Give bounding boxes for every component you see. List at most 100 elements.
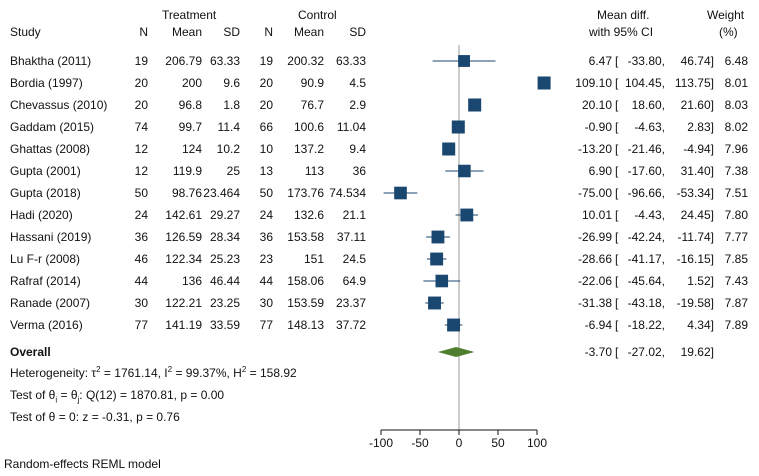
- study-marker: [460, 208, 474, 222]
- ci-bracket: [: [615, 164, 619, 178]
- mean-diff: -28.66: [577, 252, 612, 266]
- mean-diff-header-1: Mean diff.: [597, 8, 650, 22]
- treatment-sd: 25.23: [209, 252, 240, 266]
- ci-bracket: [: [615, 98, 619, 112]
- ci-bracket: [: [615, 318, 619, 332]
- control-n: 44: [259, 274, 273, 288]
- treatment-sd: 46.44: [209, 274, 240, 288]
- ci-lower: -17.60,: [627, 164, 665, 178]
- ci-upper: 31.40]: [680, 164, 714, 178]
- control-sd: 9.4: [349, 142, 366, 156]
- control-n: 77: [259, 318, 273, 332]
- overall-diamond: [437, 347, 475, 357]
- control-sd: 37.11: [336, 230, 366, 244]
- ci-upper: 46.74]: [680, 54, 714, 68]
- treatment-sd: 63.33: [209, 54, 240, 68]
- treatment-mean: 200: [181, 76, 202, 90]
- ci-upper: -4.94]: [683, 142, 714, 156]
- x-tick-label: 100: [526, 436, 548, 450]
- overall-label: Overall: [10, 345, 51, 359]
- treatment-n: 20: [134, 76, 148, 90]
- control-mean: 132.6: [293, 208, 324, 222]
- heterogeneity-text: Heterogeneity: τ2 = 1761.14, I2 = 99.37%…: [10, 365, 297, 381]
- control-mean: 151: [303, 252, 324, 266]
- ci-lower: 104.45,: [624, 76, 665, 90]
- control-sd: 4.5: [349, 76, 366, 90]
- test-zero-text: Test of θ = 0: z = -0.31, p = 0.76: [10, 410, 180, 424]
- control-n: 20: [259, 98, 273, 112]
- mean-diff: 10.01: [581, 208, 612, 222]
- x-tick-label: -50: [411, 436, 429, 450]
- mean-diff: 20.10: [581, 98, 612, 112]
- control-sd: 23.37: [335, 296, 366, 310]
- weight: 7.51: [724, 186, 748, 200]
- study-name: Chevassus (2010): [10, 98, 108, 112]
- control-sd: 36: [352, 164, 366, 178]
- weight-header-1: Weight: [707, 8, 745, 22]
- control-sd-header: SD: [349, 25, 366, 39]
- treatment-n: 12: [134, 142, 148, 156]
- study-marker: [431, 230, 445, 244]
- control-mean: 153.59: [287, 296, 324, 310]
- ci-upper: 24.45]: [680, 208, 714, 222]
- ci-bracket: [: [615, 142, 619, 156]
- treatment-sd: 23.464: [203, 186, 240, 200]
- control-n: 23: [259, 252, 273, 266]
- mean-diff: -6.94: [584, 318, 612, 332]
- weight: 7.89: [724, 318, 748, 332]
- treatment-sd: 11.4: [217, 120, 240, 134]
- study-name: Gupta (2001): [10, 164, 81, 178]
- ci-upper: -53.34]: [676, 186, 714, 200]
- ci-upper: 2.83]: [687, 120, 714, 134]
- study-name: Bhaktha (2011): [10, 54, 92, 68]
- mean-diff: -31.38: [577, 296, 612, 310]
- study-marker: [428, 296, 441, 310]
- study-marker: [451, 120, 465, 134]
- mean-diff: -0.90: [584, 120, 612, 134]
- control-n: 24: [259, 208, 273, 222]
- control-n: 50: [259, 186, 273, 200]
- mean-diff-header-2: with 95% CI: [589, 25, 654, 39]
- ci-lower: -45.64,: [627, 274, 665, 288]
- study-name: Gaddam (2015): [10, 120, 95, 134]
- treatment-n: 77: [134, 318, 148, 332]
- ci-upper: -19.58]: [676, 296, 714, 310]
- study-name: Bordia (1997): [10, 76, 83, 90]
- ci-lower: -4.43,: [634, 208, 665, 222]
- ci-lower: 18.60,: [631, 98, 665, 112]
- ci-upper: -16.15]: [676, 252, 714, 266]
- study-name: Hadi (2020): [10, 208, 73, 222]
- weight: 7.96: [724, 142, 748, 156]
- study-name: Ranade (2007): [10, 296, 91, 310]
- control-n: 19: [259, 54, 273, 68]
- study-marker: [430, 252, 444, 266]
- treatment-mean: 98.76: [171, 186, 202, 200]
- ci-bracket: [: [615, 208, 619, 222]
- control-mean: 76.7: [300, 98, 324, 112]
- mean-diff: -26.99: [577, 230, 612, 244]
- study-marker: [458, 164, 471, 178]
- control-sd: 63.33: [335, 54, 366, 68]
- mean-diff: -13.20: [577, 142, 612, 156]
- mean-diff: -22.06: [577, 274, 612, 288]
- treatment-mean: 99.7: [178, 120, 202, 134]
- treatment-mean: 124: [181, 142, 202, 156]
- treatment-sd: 33.59: [209, 318, 240, 332]
- study-marker: [442, 142, 456, 156]
- control-sd: 24.5: [342, 252, 366, 266]
- study-name: Lu F-r (2008): [10, 252, 81, 266]
- treatment-sd-header: SD: [223, 25, 240, 39]
- treatment-n: 12: [134, 164, 148, 178]
- weight: 7.85: [724, 252, 748, 266]
- control-sd: 64.9: [342, 274, 366, 288]
- ci-bracket: [: [615, 296, 619, 310]
- test-equal-text: Test of θi = θj: Q(12) = 1870.81, p = 0.…: [10, 388, 225, 405]
- treatment-sd: 10.2: [216, 142, 240, 156]
- mean-diff: 6.47: [588, 54, 612, 68]
- study-marker: [447, 318, 461, 332]
- mean-diff: -75.00: [577, 186, 612, 200]
- ci-lower: -21.46,: [627, 142, 665, 156]
- ci-upper: 1.52]: [687, 274, 714, 288]
- treatment-sd: 29.27: [209, 208, 240, 222]
- ci-upper: 21.60]: [680, 98, 714, 112]
